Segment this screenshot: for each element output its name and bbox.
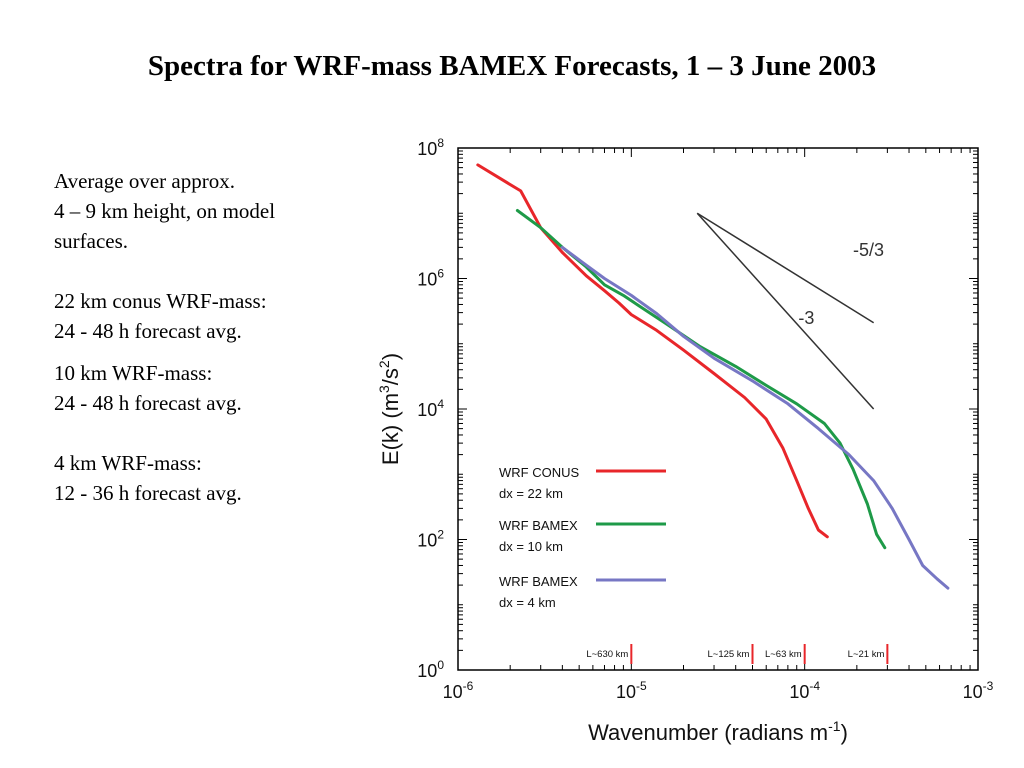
scale-marker-label: L~125 km [707,649,749,660]
legend-sublabel: dx = 22 km [499,486,563,501]
y-tick-label: 106 [417,267,444,290]
reference-slope-label: -3 [798,308,814,328]
scale-markers: L~630 km L~125 km L~63 km L~21 km [586,644,889,664]
legend-label: WRF BAMEX [499,574,578,589]
axis-tick-labels: 10-6 10-5 10-4 10-3 100 102 104 106 108 [417,136,993,702]
y-axis-label: E(k) (m3/s2) [376,353,403,465]
spectrum-lines [476,163,950,590]
note-4km-bamex: 4 km WRF-mass: 12 - 36 h forecast avg. [54,451,242,505]
reference-slope-line [696,212,875,324]
x-tick-label: 10-4 [789,679,820,702]
plot-frame [457,147,979,671]
scale-marker-label: L~63 km [765,649,802,660]
x-axis-label: Wavenumber (radians m-1) [588,718,848,745]
notes-panel: Average over approx. 4 – 9 km height, on… [54,166,384,508]
series-line-1 [476,163,829,539]
legend-sublabel: dx = 10 km [499,539,563,554]
slide-title: Spectra for WRF-mass BAMEX Forecasts, 1 … [147,50,877,82]
x-tick-label: 10-5 [616,679,647,702]
legend-label: WRF CONUS [499,465,579,480]
axis-ticks [457,148,978,671]
y-tick-label: 100 [417,658,444,681]
reference-slope-line [696,212,875,410]
scale-marker-label: L~630 km [586,649,628,660]
x-tick-label: 10-6 [443,679,474,702]
reference-slope-label: -5/3 [853,240,884,260]
x-tick-label: 10-3 [963,679,994,702]
note-averaging: Average over approx. 4 – 9 km height, on… [54,169,276,253]
y-tick-label: 102 [417,528,444,551]
note-22km-conus: 22 km conus WRF-mass: 24 - 48 h forecast… [54,289,267,343]
y-tick-label: 104 [417,397,444,420]
legend-label: WRF BAMEX [499,518,578,533]
series-line-3 [560,245,950,590]
y-tick-label: 108 [417,136,444,159]
scale-marker-label: L~21 km [848,649,885,660]
legend: WRF CONUS dx = 22 km WRF BAMEX dx = 10 km WR… [499,465,666,610]
note-10km-bamex: 10 km WRF-mass: 24 - 48 h forecast avg. [54,361,242,415]
reference-slopes: -5/3 -3 [696,212,884,410]
legend-sublabel: dx = 4 km [499,595,556,610]
